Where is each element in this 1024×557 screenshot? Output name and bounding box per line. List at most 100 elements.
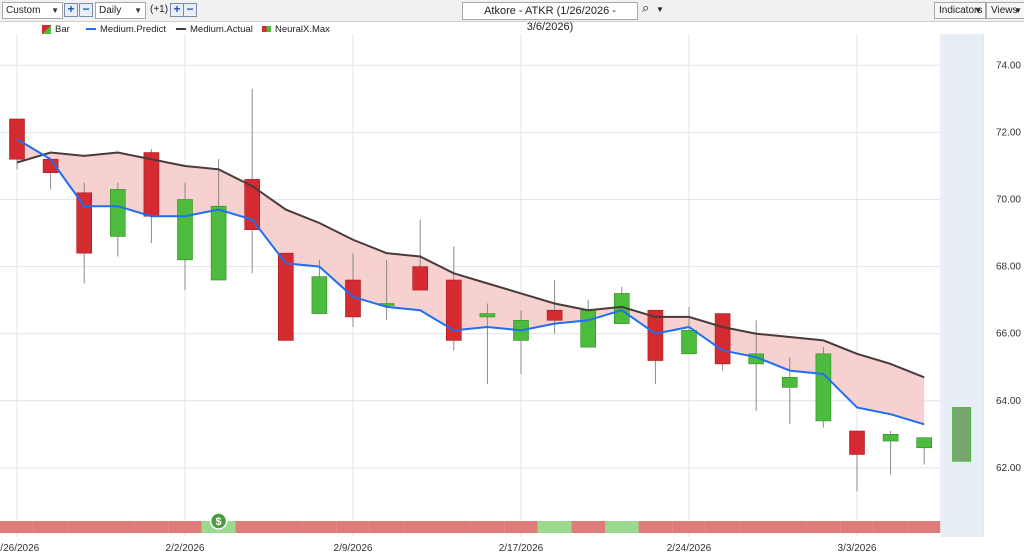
signal-cell-down bbox=[67, 521, 101, 533]
offset-plus-button[interactable]: + bbox=[170, 3, 184, 17]
candle-up-body bbox=[781, 377, 798, 388]
x-tick-label: 1/26/2026 bbox=[0, 543, 40, 554]
x-tick-label: 3/3/2026 bbox=[838, 543, 877, 554]
candle bbox=[311, 259, 328, 314]
y-axis-bg bbox=[984, 34, 1024, 549]
signal-cell-down bbox=[840, 521, 874, 533]
candle bbox=[412, 219, 429, 291]
actual-line-icon bbox=[176, 28, 186, 31]
period-select-value: Custom bbox=[6, 5, 41, 16]
signal-cell-down bbox=[369, 521, 404, 533]
candle bbox=[781, 357, 798, 425]
candle bbox=[647, 309, 664, 385]
candle-down-body bbox=[849, 430, 865, 455]
legend-predict[interactable]: Medium.Predict bbox=[86, 23, 166, 37]
candle-down-body bbox=[244, 179, 260, 230]
signal-cell-up bbox=[537, 521, 572, 533]
signal-cell-down bbox=[571, 521, 605, 533]
zoom-in-button[interactable]: + bbox=[64, 3, 78, 17]
neural-legend-icon bbox=[262, 26, 271, 33]
candle-down-body bbox=[412, 266, 429, 291]
dollar-icon[interactable] bbox=[209, 512, 228, 530]
y-tick-label: 66.00 bbox=[996, 329, 1021, 340]
medium-predict-line bbox=[16, 138, 925, 426]
candle-up-body bbox=[882, 434, 899, 442]
views-button[interactable]: Views ▼ bbox=[986, 2, 1024, 19]
candle-down-body bbox=[647, 309, 664, 361]
signal-cell-down bbox=[470, 521, 505, 533]
candle-up-body bbox=[210, 205, 227, 281]
candle-down-body bbox=[546, 309, 563, 321]
y-tick-label: 68.00 bbox=[996, 262, 1021, 273]
interval-select-value: Daily bbox=[99, 5, 122, 16]
candle-up-body bbox=[748, 353, 765, 365]
candle-up-body bbox=[177, 199, 193, 261]
candle bbox=[277, 252, 294, 341]
candle bbox=[110, 182, 126, 257]
candle bbox=[916, 437, 933, 465]
candle bbox=[445, 246, 462, 351]
legend-actual[interactable]: Medium.Actual bbox=[176, 23, 253, 37]
indicators-label: Indicators bbox=[939, 5, 983, 16]
legend-neural[interactable]: NeuralX.Max bbox=[262, 23, 330, 37]
candle-up-body bbox=[681, 330, 697, 355]
zoom-out-button[interactable]: − bbox=[79, 3, 93, 17]
y-tick-label: 70.00 bbox=[996, 195, 1021, 206]
candle bbox=[210, 159, 227, 281]
chevron-down-icon: ▼ bbox=[51, 6, 59, 15]
legend-neural-label: NeuralX.Max bbox=[275, 24, 330, 35]
predict-line-icon bbox=[86, 28, 96, 31]
signal-cell-down bbox=[134, 521, 169, 533]
predict-actual-fill bbox=[17, 139, 925, 425]
signal-cell-down bbox=[773, 521, 807, 533]
candle bbox=[42, 158, 59, 190]
candle bbox=[748, 320, 765, 411]
candle-up-body bbox=[916, 437, 933, 449]
signal-cell-down bbox=[437, 521, 471, 533]
candle bbox=[681, 306, 697, 355]
signal-cell-down bbox=[638, 521, 673, 533]
candle-up-body bbox=[110, 189, 126, 237]
signal-cell-down bbox=[33, 521, 68, 533]
chevron-down-icon: ▼ bbox=[974, 6, 982, 15]
y-tick-label: 62.00 bbox=[996, 463, 1021, 474]
period-select[interactable]: Custom ▼ bbox=[2, 2, 63, 19]
signal-cell-down bbox=[235, 521, 269, 533]
forecast-bar bbox=[952, 407, 972, 462]
y-tick-label: 64.00 bbox=[996, 396, 1021, 407]
legend-predict-label: Medium.Predict bbox=[100, 24, 166, 35]
signal-cell-down bbox=[269, 521, 303, 533]
candle-down-body bbox=[445, 279, 462, 341]
candle-up-body bbox=[479, 313, 496, 318]
candle bbox=[613, 286, 630, 324]
candle bbox=[546, 280, 563, 334]
toolbar: Custom ▼ + − Daily ▼ (+1) + − Atkore - A… bbox=[0, 0, 1024, 33]
signal-marker-text: $ bbox=[216, 516, 222, 528]
signal-cell-down bbox=[168, 521, 202, 533]
signal-cell-up bbox=[605, 521, 639, 533]
legend-bar[interactable]: Bar bbox=[42, 23, 70, 37]
signal-cell-down bbox=[403, 521, 437, 533]
x-tick-label: 2/17/2026 bbox=[499, 543, 544, 554]
indicators-button[interactable]: Indicators ▼ bbox=[934, 2, 986, 19]
candle bbox=[244, 88, 260, 274]
medium-actual-line bbox=[16, 151, 925, 379]
signal-strip: $ bbox=[0, 512, 941, 533]
candle bbox=[815, 347, 832, 428]
signal-cell-down bbox=[0, 521, 34, 533]
chevron-down-icon: ▼ bbox=[1014, 6, 1022, 15]
candle bbox=[76, 182, 92, 284]
interval-select[interactable]: Daily ▼ bbox=[95, 2, 146, 19]
offset-label: (+1) bbox=[150, 4, 169, 15]
signal-cell-down bbox=[302, 521, 337, 533]
search-icon[interactable]: ⌕ bbox=[642, 0, 650, 15]
chevron-down-icon[interactable]: ▼ bbox=[656, 5, 664, 14]
x-axis: 1/26/2026 2/2/2026 2/9/2026 2/17/2026 2/24/2… bbox=[0, 543, 877, 554]
symbol-title[interactable]: Atkore - ATKR (1/26/2026 - 3/6/2026) bbox=[462, 2, 638, 33]
candle-down-body bbox=[714, 313, 731, 365]
x-tick-label: 2/9/2026 bbox=[334, 543, 373, 554]
candle bbox=[143, 149, 160, 244]
offset-minus-button[interactable]: − bbox=[183, 3, 197, 17]
signal-cell-down bbox=[907, 521, 941, 533]
